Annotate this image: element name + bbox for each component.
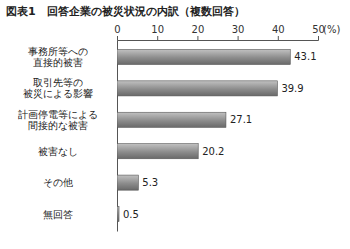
data-labels: 43.1 39.9 27.1 20.2 5.3 0.5 — [123, 51, 317, 219]
x-tick: 20 — [192, 24, 205, 40]
category-label: 取引先等の被災による影響 — [23, 77, 93, 99]
x-tick-mark — [278, 36, 279, 40]
x-tick: 0 — [114, 24, 120, 40]
x-tick-label: 40 — [272, 24, 285, 35]
x-tick-mark — [318, 36, 319, 40]
x-tick: 30 — [232, 24, 245, 40]
x-tick-mark — [157, 36, 158, 40]
x-tick-label: 10 — [151, 24, 164, 35]
category-label: 被害なし — [38, 146, 78, 157]
category-label: その他 — [43, 177, 73, 188]
chart: 図表1 回答企業の被災状況の内訳（複数回答）0102030405043.139.… — [0, 0, 350, 249]
x-tick-mark — [197, 36, 198, 40]
x-tick-mark — [117, 36, 118, 40]
category-label: 事務所等への直接的被害 — [28, 46, 88, 68]
category-labels: 事務所等への直接的被害取引先等の被災による影響計画停電等による間接的な被害被害な… — [18, 46, 98, 220]
x-tick-mark — [238, 36, 239, 40]
x-tick-label: 30 — [232, 24, 245, 35]
y-axis-line — [117, 41, 118, 232]
data-label: 39.9 — [281, 83, 303, 94]
x-tick-label: 20 — [192, 24, 205, 35]
category-label: 無回答 — [43, 209, 73, 220]
data-label: 20.2 — [202, 146, 224, 157]
x-tick: 40 — [272, 24, 285, 40]
data-label: 43.1 — [294, 51, 316, 62]
bar — [117, 206, 119, 221]
x-axis-title: (%) — [323, 24, 340, 35]
bar — [117, 81, 277, 96]
x-axis-line — [118, 36, 319, 41]
bar — [117, 144, 198, 159]
bar — [117, 49, 290, 64]
title: 図表1 回答企業の被災状況の内訳（複数回答） — [6, 5, 245, 18]
y-axis — [117, 41, 118, 232]
x-tick-label: 0 — [114, 24, 120, 35]
plot: 0102030405043.139.927.120.25.30.5 — [114, 24, 325, 232]
x-axis: 01020304050 — [114, 24, 325, 41]
x-tick: 10 — [151, 24, 164, 40]
data-label: 5.3 — [142, 177, 158, 188]
data-label: 0.5 — [123, 209, 139, 220]
category-label: 計画停電等による間接的な被害 — [18, 109, 98, 131]
bar — [117, 112, 226, 127]
data-label: 27.1 — [230, 114, 252, 125]
bar — [117, 175, 138, 190]
bars — [117, 49, 290, 221]
